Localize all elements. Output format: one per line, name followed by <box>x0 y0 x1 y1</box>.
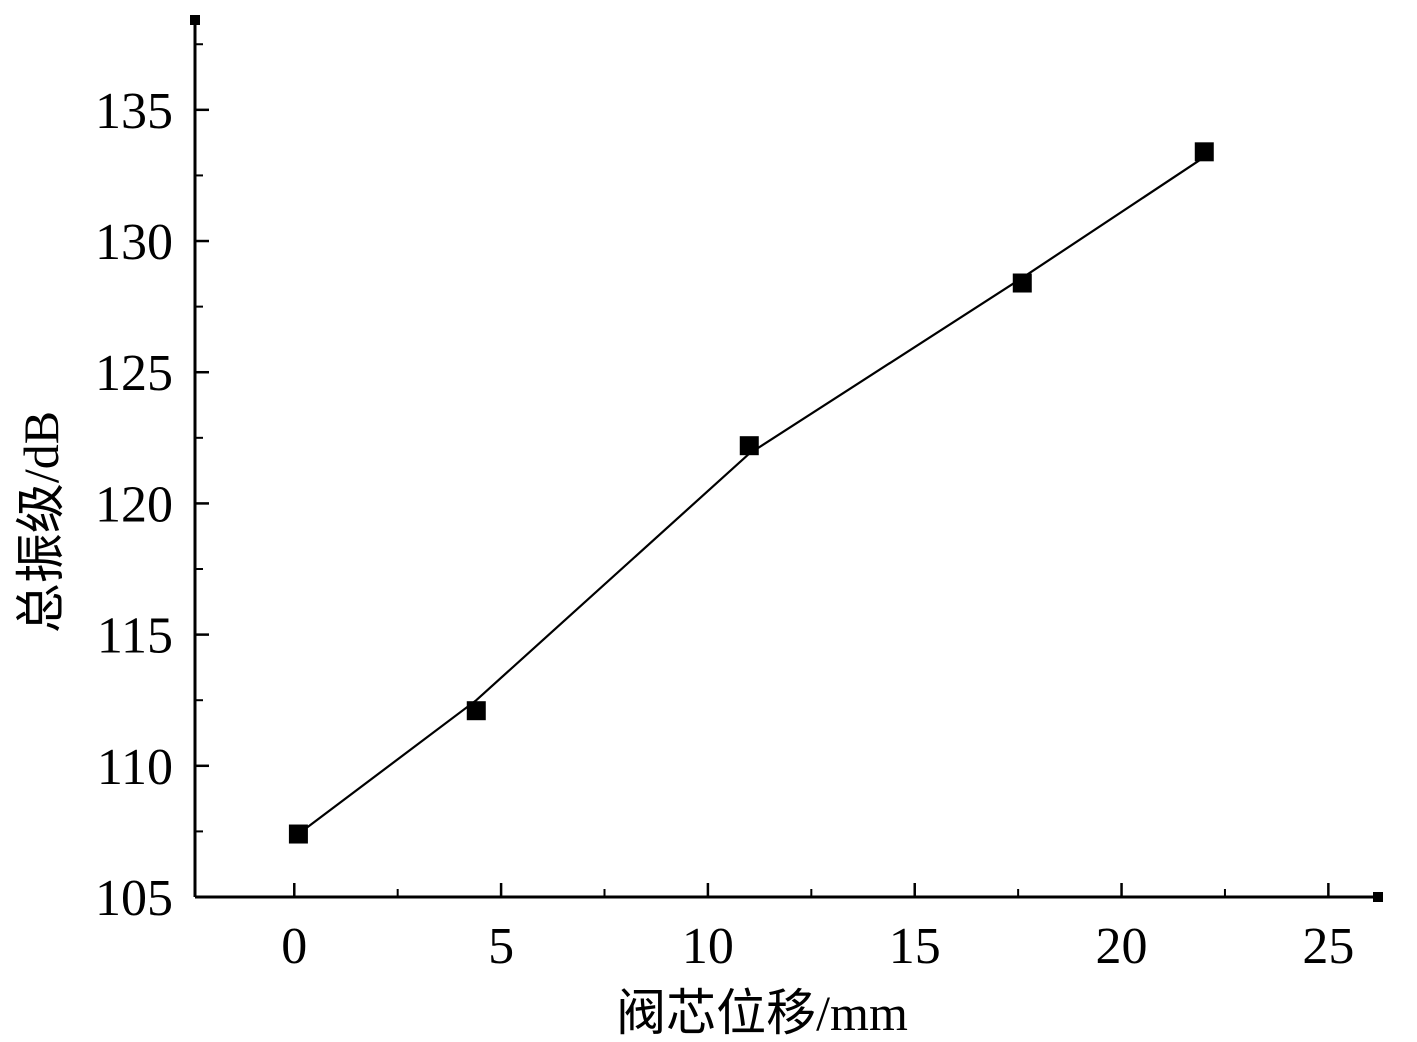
y-tick-label: 110 <box>97 739 173 796</box>
data-point <box>288 824 308 844</box>
x-axis-end-cap <box>1373 892 1383 902</box>
x-tick-label: 25 <box>1302 918 1354 975</box>
data-point <box>1012 273 1032 293</box>
y-tick-label: 105 <box>95 870 173 927</box>
x-tick-label: 5 <box>488 918 514 975</box>
fit-line <box>297 156 1205 835</box>
data-point <box>1194 142 1214 162</box>
x-axis: 0 5 10 15 20 25 <box>195 883 1383 975</box>
y-tick-label: 130 <box>95 214 173 271</box>
y-axis-end-cap <box>190 15 200 25</box>
data-points-group <box>288 142 1214 844</box>
x-tick-label: 10 <box>682 918 734 975</box>
data-point <box>466 701 486 721</box>
data-point <box>739 436 759 456</box>
y-tick-label: 115 <box>97 608 173 665</box>
y-tick-label: 120 <box>95 476 173 533</box>
x-tick-label: 0 <box>281 918 307 975</box>
x-tick-label: 20 <box>1096 918 1148 975</box>
y-tick-label: 125 <box>95 345 173 402</box>
y-axis-title: 总振级/dB <box>13 411 69 633</box>
fit-line-group <box>297 156 1205 835</box>
x-tick-label: 15 <box>889 918 941 975</box>
x-axis-title: 阀芯位移/mm <box>616 985 908 1041</box>
y-tick-label: 135 <box>95 83 173 140</box>
y-axis: 105 110 115 120 125 130 135 <box>95 15 209 927</box>
